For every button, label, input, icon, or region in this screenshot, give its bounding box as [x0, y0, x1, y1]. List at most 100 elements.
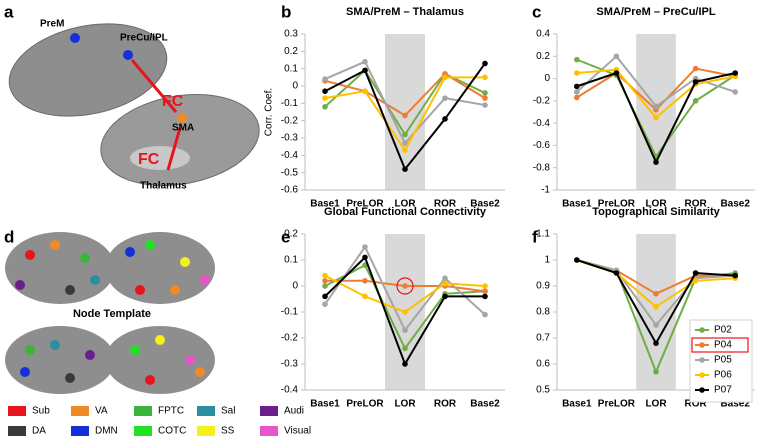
brain-label: FC — [138, 151, 160, 168]
arrow — [166, 127, 182, 171]
brain — [105, 326, 215, 394]
data-point — [442, 116, 448, 122]
x-tick-label: Base2 — [470, 199, 500, 210]
data-point — [362, 58, 368, 65]
x-tick-label: Base2 — [720, 399, 750, 410]
y-tick-label: -0.4 — [281, 150, 299, 161]
data-point — [482, 311, 488, 318]
data-point — [402, 140, 408, 146]
x-tick-label: LOR — [645, 199, 667, 210]
y-tick-label: -1 — [541, 185, 550, 196]
y-tick-label: 0 — [292, 81, 298, 92]
node-blob — [80, 253, 90, 263]
data-point — [692, 65, 699, 72]
data-point — [322, 301, 328, 308]
data-point — [402, 283, 408, 289]
node-blob — [50, 240, 60, 250]
data-point — [482, 102, 488, 108]
y-tick-label: 0.3 — [284, 29, 298, 40]
data-point — [442, 95, 448, 101]
y-tick-label: -0.3 — [281, 133, 299, 144]
data-point — [482, 288, 488, 295]
x-tick-label: PreLOR — [346, 399, 384, 410]
chart-title: SMA/PreM – Thalamus — [346, 6, 464, 18]
legend-label: P06 — [714, 370, 732, 381]
x-tick-label: Base1 — [310, 199, 340, 210]
data-point — [653, 291, 659, 297]
y-tick-label: 0.1 — [284, 255, 298, 266]
brain-label: PreM — [40, 19, 64, 30]
data-point — [322, 283, 328, 289]
legend-label: COTC — [158, 426, 186, 437]
data-point — [574, 94, 580, 101]
data-point — [362, 67, 368, 74]
y-tick-label: -0.6 — [533, 140, 551, 151]
corpus — [130, 146, 190, 170]
legend-swatch — [71, 406, 89, 416]
data-point — [402, 166, 408, 172]
legend-swatch — [134, 426, 152, 436]
data-point — [653, 103, 659, 110]
node-blob — [180, 257, 190, 267]
legend-marker — [699, 387, 705, 393]
data-point — [653, 114, 659, 121]
panel-label: e — [281, 227, 290, 246]
brain — [105, 232, 215, 304]
x-tick-label: ROR — [434, 199, 457, 210]
panel-label: c — [532, 2, 541, 21]
roi — [70, 33, 80, 43]
node-blob — [25, 250, 35, 260]
legend-swatch — [8, 426, 26, 436]
legend-highlight — [691, 337, 749, 353]
x-tick-label: Base1 — [310, 399, 340, 410]
data-point — [442, 74, 448, 81]
node-blob — [90, 275, 100, 285]
data-point — [574, 70, 580, 76]
x-tick-label: ROR — [684, 399, 707, 410]
brain-a: PreM PreCu/IPL FC SMA FC Thalamus — [8, 19, 260, 192]
data-point — [402, 147, 408, 153]
highlight-band — [636, 234, 676, 390]
y-tick-label: -0.2 — [533, 95, 551, 106]
data-point — [482, 283, 488, 289]
node-blob — [195, 367, 205, 377]
data-point — [692, 79, 699, 85]
brain-label: Thalamus — [140, 181, 187, 192]
data-point — [732, 272, 738, 279]
y-tick-label: -0.5 — [281, 167, 299, 178]
data-point — [482, 293, 488, 300]
data-point — [653, 304, 659, 310]
data-point — [322, 104, 328, 110]
arrow — [130, 59, 178, 113]
y-tick-label: 0.6 — [536, 359, 550, 370]
legend-swatch — [134, 406, 152, 416]
legend-label: SS — [221, 426, 235, 437]
node-blob — [185, 355, 195, 365]
legend-swatch — [71, 426, 89, 436]
y-tick-label: 0.5 — [536, 385, 550, 396]
node-blob — [145, 240, 155, 250]
data-point — [613, 70, 620, 76]
data-point — [692, 278, 699, 284]
data-point — [402, 112, 408, 119]
data-point — [322, 272, 328, 279]
data-point — [653, 369, 659, 375]
legend-label: Audi — [284, 406, 304, 417]
y-tick-label: 0.1 — [284, 63, 298, 74]
data-point — [482, 95, 488, 101]
x-tick-label: ROR — [684, 199, 707, 210]
y-tick-label: 0.4 — [536, 29, 550, 40]
x-tick-label: PreLOR — [598, 199, 636, 210]
legend-label: P05 — [714, 355, 732, 366]
data-point — [653, 340, 659, 347]
data-point — [322, 76, 328, 82]
data-point — [362, 278, 368, 284]
data-point — [442, 280, 448, 287]
brain-label: FC — [162, 93, 184, 110]
legend-label: DMN — [95, 426, 118, 437]
panel-label: d — [4, 227, 14, 246]
legend-marker — [699, 372, 705, 378]
node-blob — [85, 350, 95, 360]
x-tick-label: Base1 — [562, 199, 592, 210]
panel-label: a — [4, 2, 14, 21]
